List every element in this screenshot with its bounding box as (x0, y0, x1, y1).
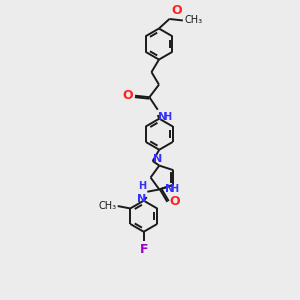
Text: O: O (171, 4, 182, 17)
Text: O: O (170, 195, 180, 208)
Text: H: H (170, 184, 178, 194)
Text: CH₃: CH₃ (184, 16, 202, 26)
Text: N: N (165, 184, 174, 194)
Text: N: N (137, 194, 146, 204)
Text: N: N (153, 154, 162, 164)
Text: F: F (140, 243, 148, 256)
Text: H: H (164, 112, 172, 122)
Text: H: H (138, 181, 146, 190)
Text: N: N (158, 112, 168, 122)
Text: CH₃: CH₃ (98, 201, 116, 211)
Text: O: O (122, 88, 133, 102)
